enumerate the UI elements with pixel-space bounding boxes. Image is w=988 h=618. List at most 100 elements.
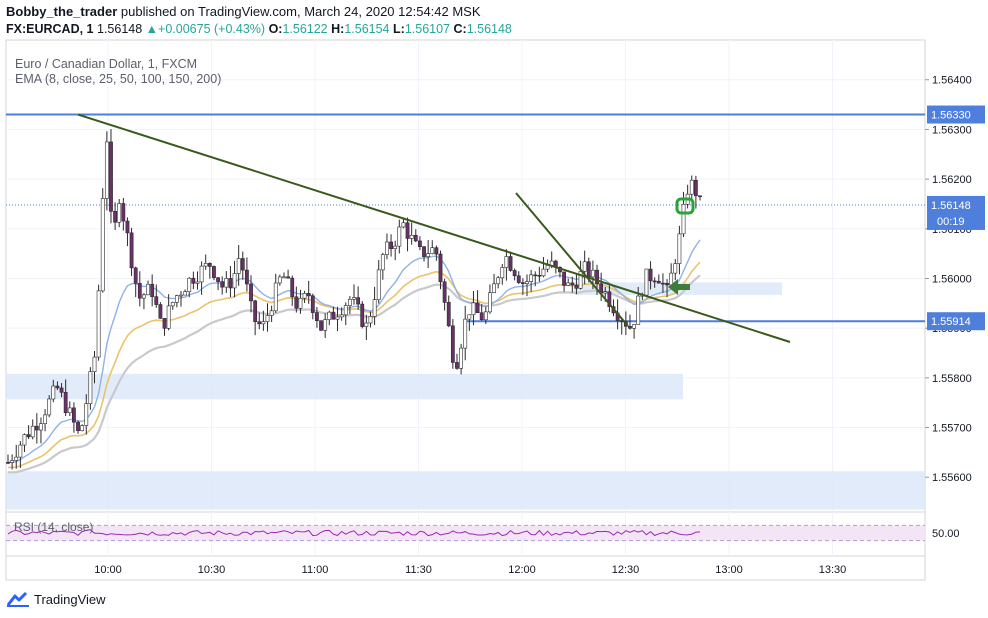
candle-body xyxy=(269,310,274,316)
rsi-legend: RSI (14, close) xyxy=(14,520,93,534)
candle-body xyxy=(516,275,521,283)
candle-body xyxy=(240,258,245,271)
candle-body xyxy=(121,203,126,222)
candle-body xyxy=(512,270,517,277)
high-label: H: xyxy=(331,22,345,36)
candle-body xyxy=(236,258,241,274)
candle-body xyxy=(422,246,426,257)
brand-name: TradingView xyxy=(34,591,106,607)
candle-body xyxy=(698,195,702,198)
candle-body xyxy=(397,226,402,247)
candle-body xyxy=(673,263,678,274)
candle-body xyxy=(364,322,369,327)
candle-body xyxy=(224,278,229,288)
current-price-label: 1.56148 xyxy=(931,200,971,212)
candle-body xyxy=(117,203,122,223)
candle-body xyxy=(203,263,208,267)
candle-body xyxy=(648,268,653,282)
price-tick-label: 1.56300 xyxy=(932,124,972,136)
candle-body xyxy=(595,269,599,285)
candle-body xyxy=(450,325,455,363)
price-tick-label: 1.56000 xyxy=(932,273,972,285)
candle-body xyxy=(88,371,93,404)
candle-body xyxy=(277,276,282,284)
candle-body xyxy=(265,315,270,322)
author-name[interactable]: Bobby_the_trader xyxy=(6,4,118,19)
candle-body xyxy=(253,300,258,322)
time-axis[interactable]: 10:00 10:30 11:00 11:30 12:00 12:30 13:00 13:30 xyxy=(94,564,846,576)
rsi-band xyxy=(6,525,925,541)
candle-body xyxy=(34,425,39,431)
candle-body xyxy=(162,318,167,329)
candle-body xyxy=(183,291,188,296)
symbol-ohlc-line: FX:EURCAD, 1 1.56148 ▲+0.00675 (+0.43%) … xyxy=(6,22,512,36)
candle-body xyxy=(430,247,435,254)
candle-body xyxy=(158,304,163,319)
candle-body xyxy=(693,179,698,197)
candle-body xyxy=(434,247,439,255)
candle-body xyxy=(393,245,398,249)
candle-body xyxy=(438,253,443,283)
time-tick-label: 13:30 xyxy=(819,564,847,576)
low-value: 1.56107 xyxy=(404,22,450,36)
candle-body xyxy=(389,241,393,249)
candle-body xyxy=(368,316,373,324)
candle-body xyxy=(578,271,583,289)
candle-body xyxy=(520,282,525,284)
candle-body xyxy=(104,141,109,199)
candle-body xyxy=(488,292,492,313)
candle-body xyxy=(63,392,68,414)
candle-body xyxy=(537,275,542,277)
candle-body xyxy=(652,280,657,283)
candle-body xyxy=(76,421,80,432)
price-tick-label: 1.56200 xyxy=(932,174,972,186)
candle-body xyxy=(418,240,422,248)
candle-body xyxy=(636,295,641,325)
candle-body xyxy=(306,293,311,297)
candle-body xyxy=(319,320,323,331)
candle-body xyxy=(681,204,686,235)
horizontal-levels[interactable] xyxy=(6,113,925,323)
candle-body xyxy=(30,425,35,438)
publish-info: Bobby_the_trader published on TradingVie… xyxy=(6,4,481,19)
candle-body xyxy=(212,266,216,278)
level-price-tag-label: 1.55914 xyxy=(931,316,971,328)
candle-body xyxy=(220,281,225,288)
candle-body xyxy=(315,312,319,322)
candle-body xyxy=(142,294,146,299)
candle-body xyxy=(47,398,52,416)
trend-lines[interactable] xyxy=(77,113,791,343)
ema-slow-line xyxy=(7,274,701,474)
candles xyxy=(6,129,702,470)
candle-body xyxy=(496,277,501,285)
time-tick-label: 11:00 xyxy=(302,564,329,576)
candle-body xyxy=(479,312,484,321)
candle-body xyxy=(43,414,47,424)
candle-body xyxy=(426,253,431,257)
candle-body xyxy=(455,362,459,369)
candle-body xyxy=(174,295,179,303)
candle-body xyxy=(228,278,233,289)
candle-body xyxy=(96,290,101,358)
candle-body xyxy=(84,403,89,426)
candle-body xyxy=(570,282,575,286)
annotations xyxy=(668,197,695,295)
candle-body xyxy=(372,299,377,317)
candle-body xyxy=(150,283,155,297)
candle-body xyxy=(39,423,43,431)
time-tick-label: 11:30 xyxy=(405,564,432,576)
candle-body xyxy=(665,282,669,286)
candle-body xyxy=(137,283,142,299)
candle-body xyxy=(100,198,105,292)
tradingview-logo-icon xyxy=(6,591,29,607)
price-axis[interactable]: 1.564001.563001.562001.561001.560001.559… xyxy=(925,75,985,484)
support-zones xyxy=(6,282,925,510)
open-value: 1.56122 xyxy=(282,22,328,36)
support-zone xyxy=(6,373,683,400)
candle-body xyxy=(508,256,513,271)
candle-body xyxy=(529,274,534,282)
tradingview-logo[interactable]: TradingView xyxy=(6,591,106,607)
candle-body xyxy=(463,318,468,349)
candle-body xyxy=(409,235,414,239)
